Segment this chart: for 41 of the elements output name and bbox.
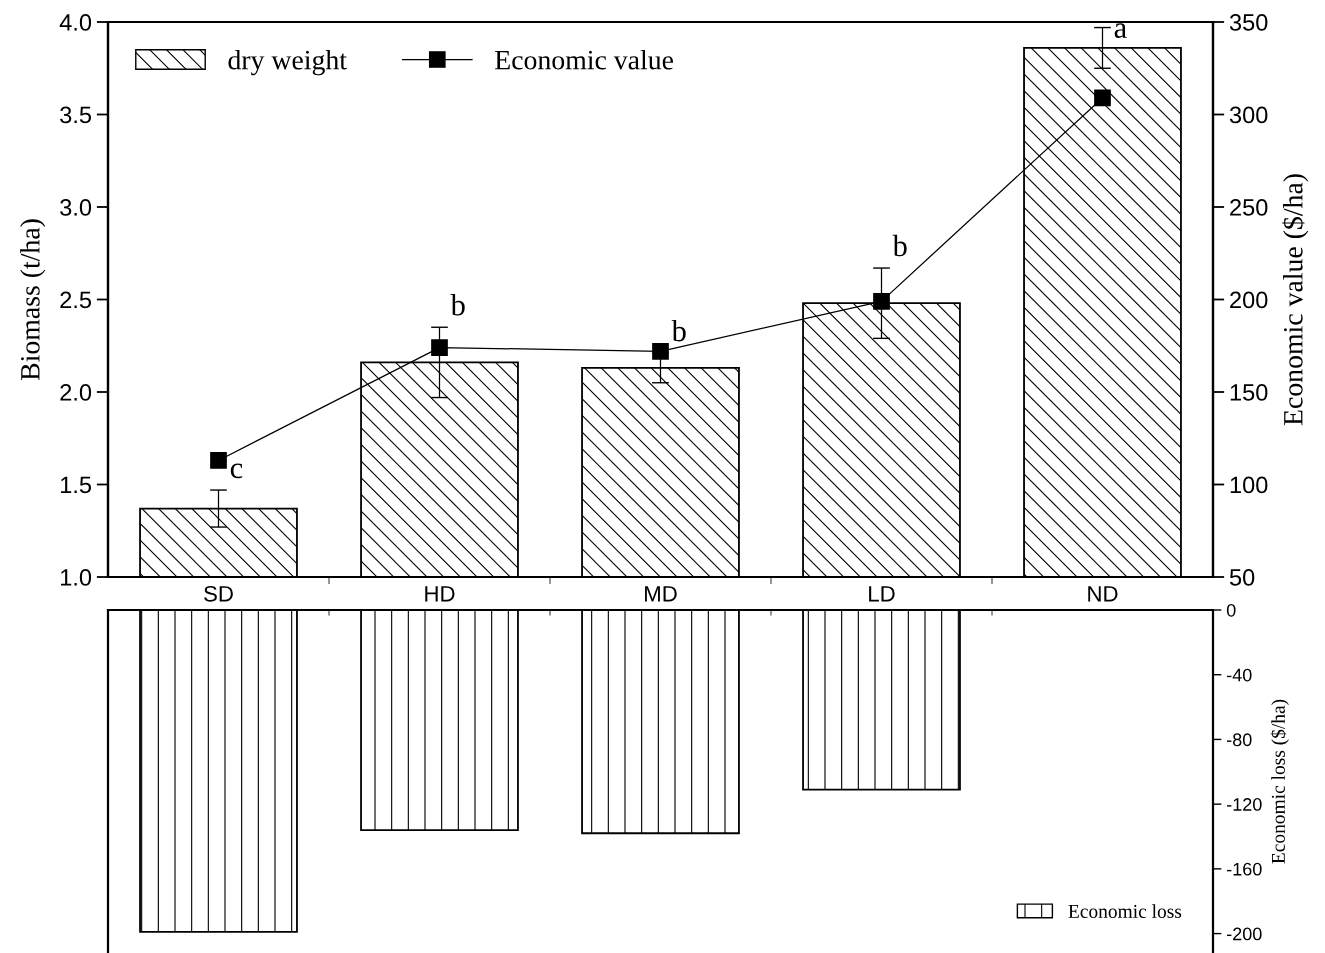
x-tick-label: HD [425,586,455,602]
y-tick-label: 4.0 [59,14,92,31]
x-tick-label: ND [1088,586,1118,602]
legend-label: Economic value [495,49,673,70]
legend-label: Economic loss [1068,904,1182,918]
y-tick-label: 2.0 [60,384,92,401]
annotation: b [671,319,686,342]
point [210,452,227,469]
annotation: b [450,293,465,316]
y2-tick-label: 100 [1230,476,1268,494]
y2-tick-label: 300 [1229,106,1268,124]
y-tick-label: -160 [1227,862,1262,876]
y-tick-label: 3.0 [60,199,92,216]
y-tick-label: 1.0 [61,569,92,586]
y-axis-title: Economic loss ($/ha) [1270,699,1289,864]
annotation: a [1114,23,1127,38]
point [652,342,669,360]
y-tick-label: 0 [1226,603,1236,617]
point [873,293,890,310]
y2-tick-label: 250 [1230,199,1268,216]
y2-axis-title: Economic value ($/ha) [1282,174,1309,426]
point [431,339,448,356]
y-tick-label: -120 [1227,798,1262,811]
y-tick-label: 1.5 [61,476,92,494]
y2-tick-label: 350 [1229,14,1268,31]
y-tick-label: -40 [1227,668,1252,682]
y-tick-label: 2.5 [60,291,92,309]
x-tick-label: LD [869,586,895,602]
point [1094,89,1111,107]
y2-tick-label: 150 [1230,384,1268,401]
annotation: c [230,463,243,479]
annotation: b [892,234,907,257]
x-tick-label: MD [645,586,677,602]
y2-tick-label: 50 [1229,569,1255,586]
y-tick-label: -200 [1227,927,1262,941]
y2-tick-label: 200 [1230,291,1268,309]
legend-label: dry weight [228,49,347,76]
y-tick-label: -80 [1227,733,1252,747]
y-tick-label: 3.5 [60,106,92,124]
y-axis-title: Biomass (t/ha) [20,219,46,381]
x-tick-label: SD [204,585,233,602]
